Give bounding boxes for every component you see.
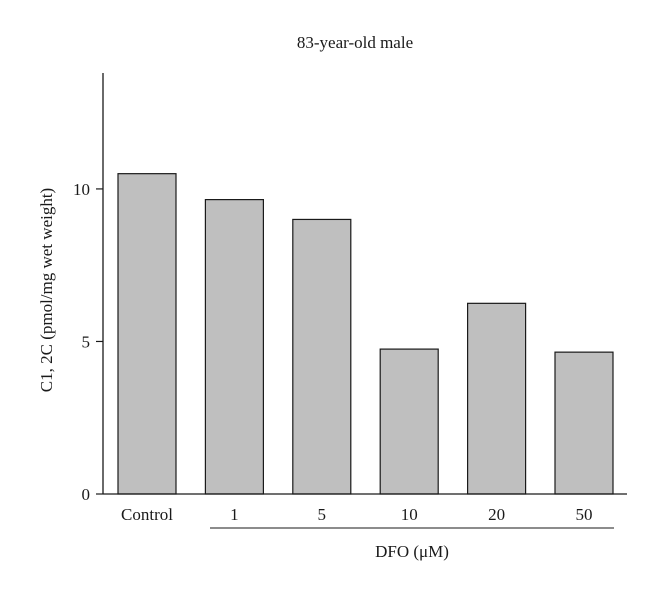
y-tick-label-5: 5 xyxy=(82,332,91,351)
x-axis-tick-labels: Control 1 5 10 20 50 xyxy=(121,505,592,524)
y-axis-ticks: 0 5 10 xyxy=(73,180,103,504)
y-axis-label: C1, 2C (pmol/mg wet weight) xyxy=(37,188,56,392)
x-tick-label-5: 5 xyxy=(318,505,327,524)
bar-control xyxy=(117,173,177,495)
bar-50 xyxy=(554,351,614,495)
y-tick-label-10: 10 xyxy=(73,180,90,199)
x-tick-label-control: Control xyxy=(121,505,173,524)
bars xyxy=(117,173,614,495)
chart-title: 83-year-old male xyxy=(297,33,413,52)
x-tick-label-20: 20 xyxy=(488,505,505,524)
bar-5 xyxy=(292,218,352,495)
bar-10 xyxy=(379,348,439,495)
x-tick-label-10: 10 xyxy=(401,505,418,524)
y-tick-label-0: 0 xyxy=(82,485,91,504)
bar-1 xyxy=(204,199,264,495)
x-tick-label-50: 50 xyxy=(576,505,593,524)
bar-20 xyxy=(467,302,527,495)
x-tick-label-1: 1 xyxy=(230,505,239,524)
dfo-group-label: DFO (μM) xyxy=(375,542,449,561)
